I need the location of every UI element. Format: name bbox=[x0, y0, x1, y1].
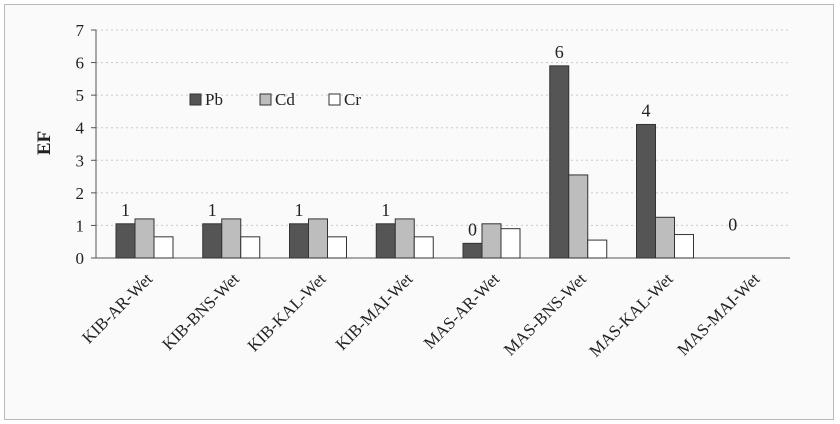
bar-pb bbox=[115, 223, 136, 259]
legend: Pb Cd Cr bbox=[189, 90, 361, 109]
y-tick-label: 4 bbox=[76, 119, 85, 138]
bar-cd bbox=[394, 218, 415, 259]
bar-pb bbox=[462, 242, 483, 259]
y-tick-label: 3 bbox=[76, 151, 85, 170]
category-label: MAS-MAI-Wet bbox=[674, 269, 764, 359]
bar-cd bbox=[481, 223, 502, 259]
legend-label-cd: Cd bbox=[275, 90, 295, 109]
bar-cd bbox=[655, 216, 675, 259]
y-tick-label: 1 bbox=[76, 216, 85, 235]
data-label: 1 bbox=[208, 200, 217, 220]
legend-swatch-cd bbox=[259, 93, 272, 106]
y-tick-label: 0 bbox=[76, 249, 85, 268]
data-labels: 1 1 1 1 0 6 4 0 bbox=[121, 42, 737, 240]
bar-cd bbox=[568, 174, 589, 259]
y-tick-label: 5 bbox=[76, 86, 85, 105]
bar-pb bbox=[636, 123, 656, 259]
category-labels: KIB-AR-Wet KIB-BNS-Wet KIB-KAL-Wet KIB-MAI-… bbox=[78, 269, 763, 360]
bar-cr bbox=[587, 239, 608, 259]
data-label: 4 bbox=[642, 100, 651, 120]
data-label: 1 bbox=[381, 200, 390, 220]
bar-cd bbox=[308, 218, 328, 259]
data-label: 6 bbox=[555, 42, 564, 62]
legend-swatch-pb bbox=[189, 93, 202, 106]
category-label: KIB-MAI-Wet bbox=[332, 269, 417, 354]
bar-pb bbox=[375, 223, 396, 259]
data-label: 1 bbox=[295, 200, 304, 220]
bar-cd bbox=[221, 218, 242, 259]
bar-pb bbox=[202, 223, 223, 259]
data-label: 1 bbox=[121, 200, 130, 220]
bar-cr bbox=[240, 236, 261, 259]
bar-cd bbox=[134, 218, 155, 259]
data-label: 0 bbox=[468, 219, 477, 239]
bar-cr bbox=[153, 236, 174, 259]
y-tick-label: 7 bbox=[76, 21, 85, 40]
data-label: 0 bbox=[728, 214, 737, 234]
bar-cr bbox=[674, 234, 694, 259]
bar-cr bbox=[413, 236, 434, 259]
axes: 0 1 2 3 4 5 6 7 bbox=[76, 21, 790, 268]
category-label: KIB-KAL-Wet bbox=[244, 269, 330, 355]
legend-label-cr: Cr bbox=[344, 90, 361, 109]
category-label: KIB-AR-Wet bbox=[78, 269, 156, 347]
y-tick-label: 6 bbox=[76, 54, 85, 73]
legend-swatch-cr bbox=[328, 93, 341, 106]
category-label: MAS-BNS-Wet bbox=[500, 269, 590, 359]
bars bbox=[115, 65, 694, 259]
chart-frame bbox=[4, 4, 834, 420]
bar-pb bbox=[549, 65, 570, 259]
bar-cr bbox=[500, 228, 521, 259]
y-tick-label: 2 bbox=[76, 184, 85, 203]
bar-pb bbox=[289, 223, 309, 259]
legend-label-pb: Pb bbox=[205, 90, 223, 109]
y-axis-label: EF bbox=[34, 131, 55, 155]
gridlines bbox=[96, 29, 790, 226]
category-label: MAS-AR-Wet bbox=[420, 269, 503, 352]
category-label: MAS-KAL-Wet bbox=[585, 269, 676, 360]
bar-cr bbox=[327, 236, 347, 259]
category-label: KIB-BNS-Wet bbox=[158, 269, 243, 354]
